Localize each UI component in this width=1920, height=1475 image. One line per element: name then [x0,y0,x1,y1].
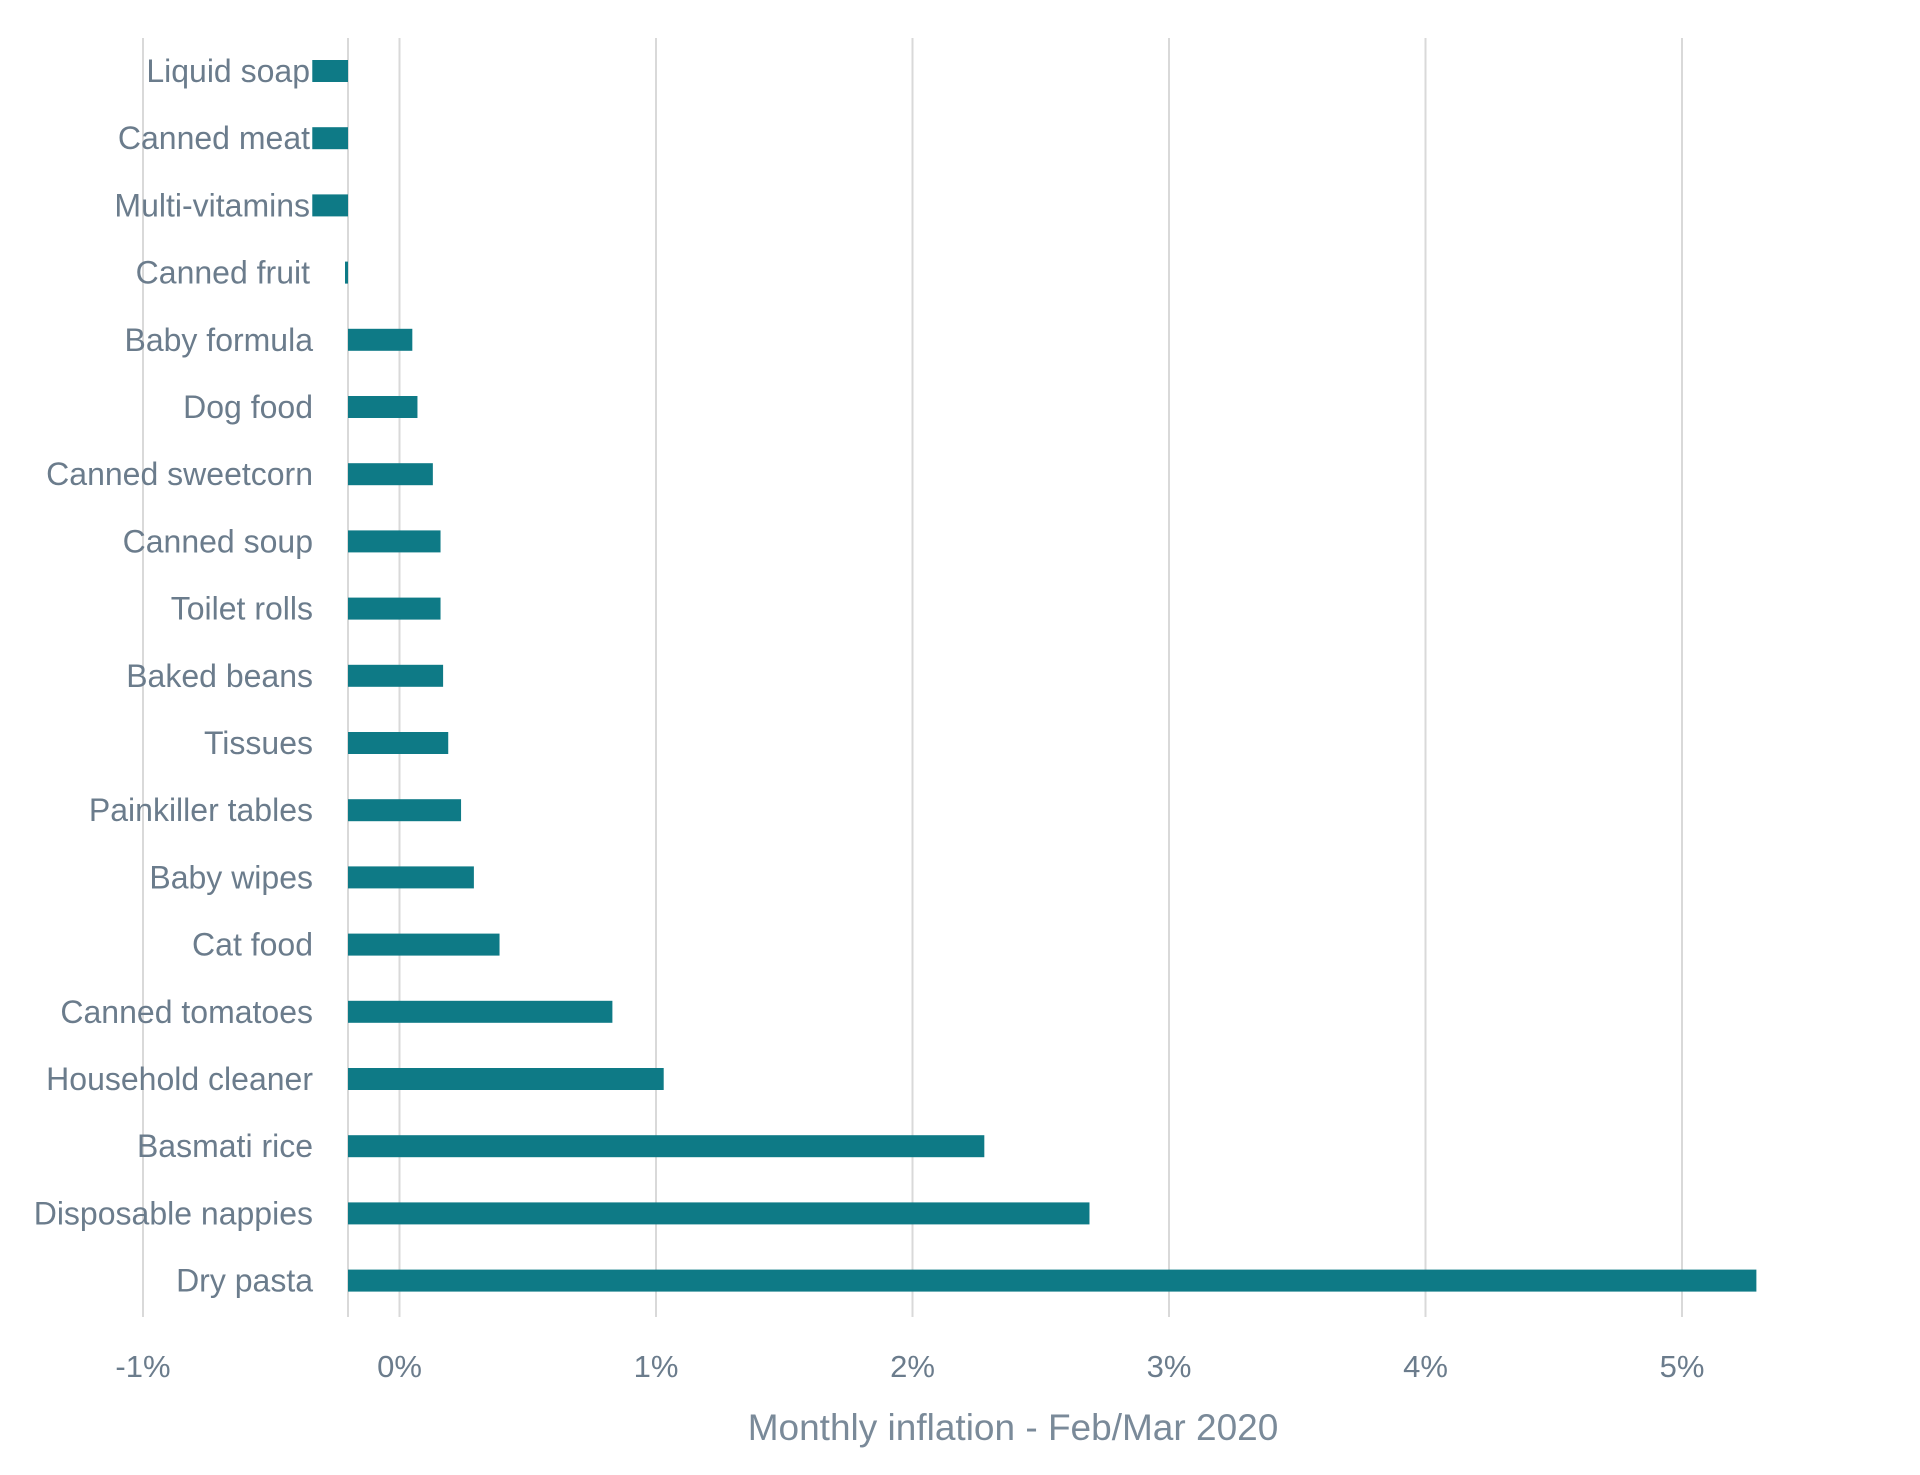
x-tick-label: 3% [1147,1349,1192,1384]
category-label: Liquid soap [146,53,310,89]
category-label: Painkiller tables [89,792,313,828]
bar [348,1202,1090,1225]
category-label: Canned tomatoes [60,994,313,1030]
x-tick-label: -1% [115,1349,170,1384]
grid-lines [142,38,1683,1317]
bar [348,933,500,956]
bar [312,60,348,82]
category-label: Household cleaner [46,1061,313,1097]
bar [348,328,413,351]
category-label: Canned sweetcorn [46,456,313,492]
bar [348,799,462,822]
category-label: Canned soup [123,523,313,559]
x-tick-label: 1% [634,1349,679,1384]
category-label: Multi-vitamins [114,187,310,223]
bar [345,261,348,284]
category-label: Tissues [204,725,313,761]
category-label: Baby formula [124,322,313,358]
bar [348,463,433,486]
bar [348,866,474,889]
x-tick-label: 2% [890,1349,935,1384]
category-label: Disposable nappies [34,1195,313,1231]
category-label: Baked beans [126,658,313,694]
bar [348,1269,1757,1292]
category-label: Canned fruit [136,255,310,291]
bars [312,60,1757,1292]
x-tick-label: 5% [1660,1349,1705,1384]
x-tick-labels: -1% 0% 1% 2% 3% 4% 5% [115,1349,1704,1384]
bar [348,1000,613,1023]
bar [348,1135,985,1158]
bar [312,127,348,150]
bar [348,530,441,553]
bar [348,1068,664,1090]
category-label: Baby wipes [149,859,313,895]
category-label: Canned meat [118,120,310,156]
bar [312,194,348,217]
x-tick-label: 4% [1403,1349,1448,1384]
category-label: Dry pasta [176,1263,313,1299]
bar [348,396,418,418]
category-label: Toilet rolls [171,591,313,627]
category-labels: Liquid soap Canned meat Multi-vitamins Cann… [34,53,314,1299]
category-label: Dog food [183,389,313,425]
x-axis-title: Monthly inflation - Feb/Mar 2020 [748,1407,1279,1448]
category-label: Basmati rice [137,1128,313,1164]
bar [348,664,444,687]
bar [348,597,441,620]
bar [348,732,449,754]
x-tick-label: 0% [377,1349,422,1384]
category-label: Cat food [192,927,313,963]
